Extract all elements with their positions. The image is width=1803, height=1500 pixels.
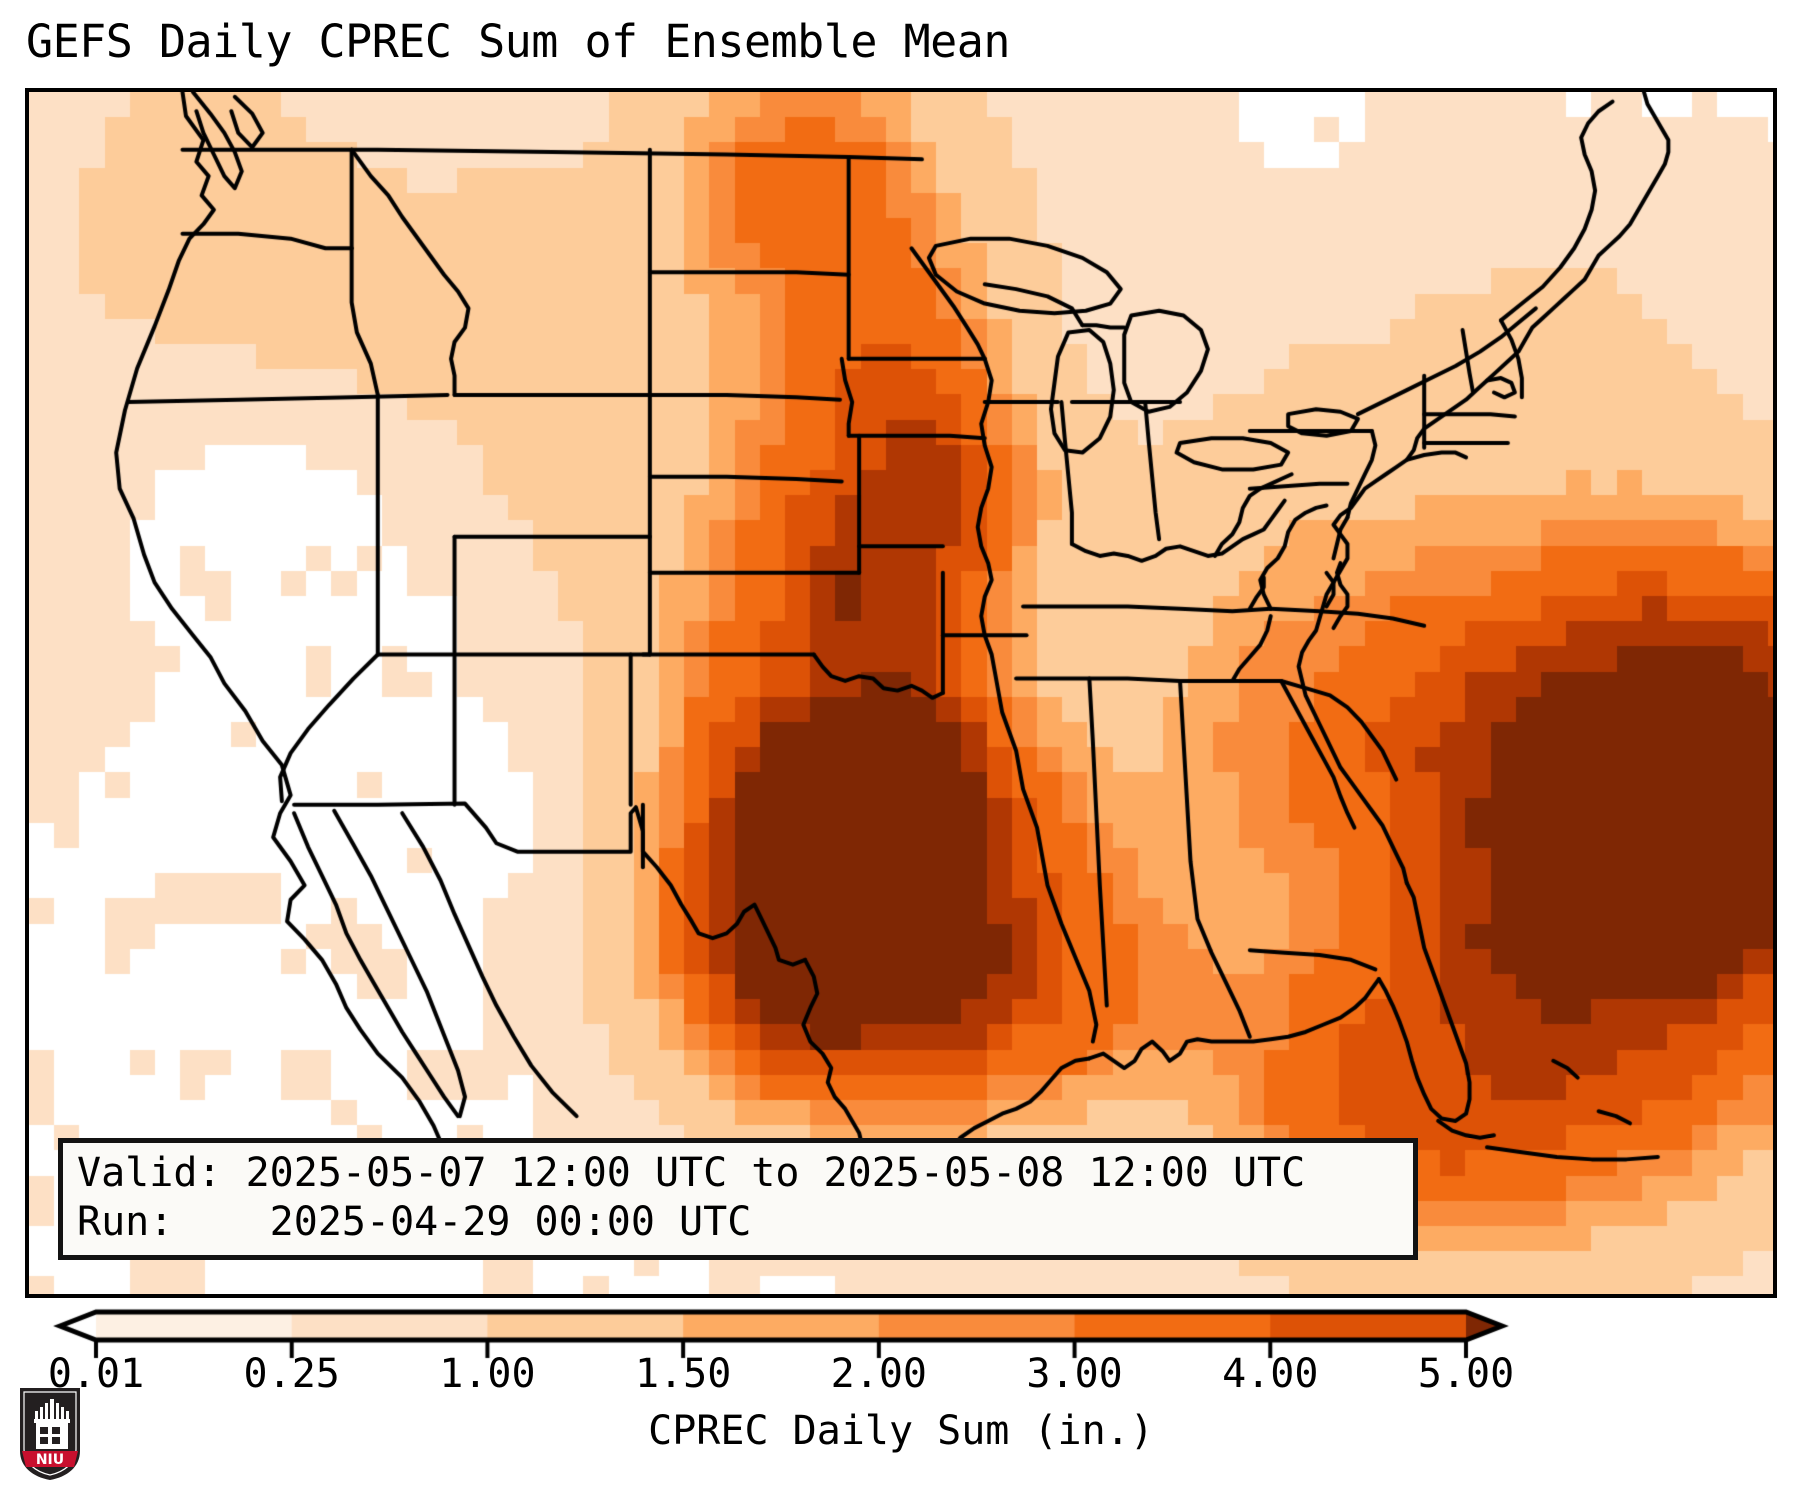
niu-banner-text: NIU	[36, 1452, 64, 1468]
colorbar-tick-4.00: 4.00	[1222, 1351, 1319, 1397]
map-panel	[25, 88, 1777, 1298]
colorbar-tick-1.00: 1.00	[439, 1351, 536, 1397]
colorbar-gradient	[0, 1306, 1803, 1366]
colorbar-axis-label: CPREC Daily Sum (in.)	[648, 1408, 1154, 1454]
colorbar-tick-2.00: 2.00	[830, 1351, 928, 1397]
niu-banner	[22, 1451, 78, 1467]
colorbar-tick-3.00: 3.00	[1026, 1351, 1123, 1397]
castle-windows	[40, 1427, 60, 1444]
geographic-boundaries-layer	[29, 92, 1773, 1294]
page-title: GEFS Daily CPREC Sum of Ensemble Mean	[26, 15, 1010, 68]
colorbar	[0, 1306, 1803, 1366]
colorbar-tick-1.50: 1.50	[634, 1351, 732, 1397]
forecast-info-box: Valid: 2025-05-07 12:00 UTC to 2025-05-0…	[58, 1138, 1418, 1260]
colorbar-tick-5.00: 5.00	[1417, 1351, 1515, 1397]
colorbar-tick-0.25: 0.25	[243, 1351, 340, 1397]
valid-time-text: Valid: 2025-05-07 12:00 UTC to 2025-05-0…	[77, 1150, 1306, 1196]
niu-logo: NIU	[20, 1388, 80, 1480]
run-time-text: Run: 2025-04-29 00:00 UTC	[77, 1199, 752, 1245]
